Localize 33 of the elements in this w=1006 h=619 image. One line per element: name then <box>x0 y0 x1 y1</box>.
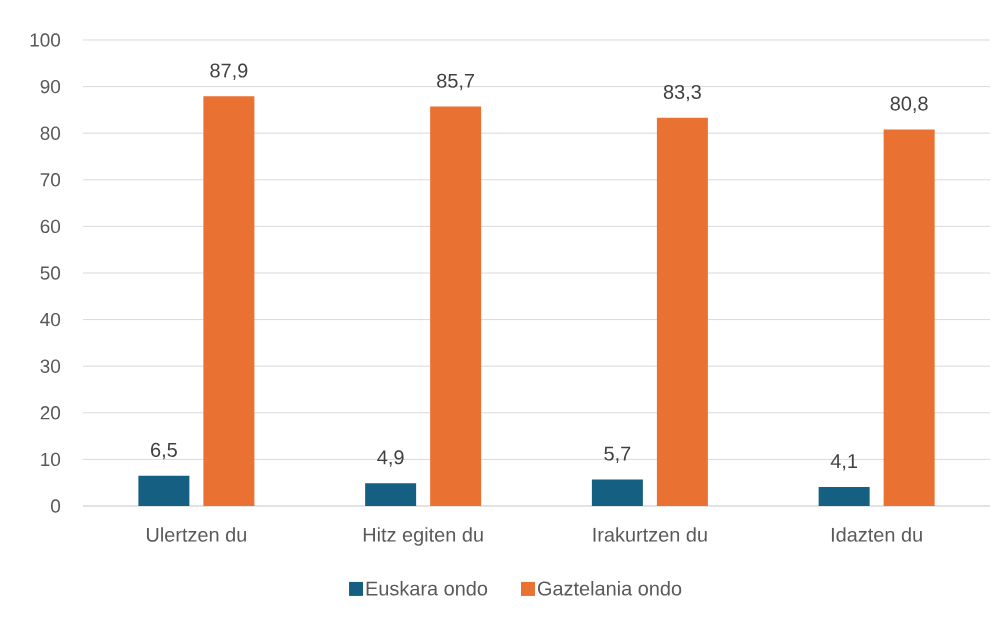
x-tick-label: Ulertzen du <box>146 527 246 542</box>
data-label: 5,7 <box>604 446 631 463</box>
data-label: 83,3 <box>663 84 701 102</box>
data-label: 85,7 <box>437 73 475 91</box>
data-label: 4,1 <box>830 454 858 471</box>
bar <box>883 129 935 506</box>
y-tick-label: 40 <box>40 312 61 327</box>
x-tick-label: Idazten du <box>831 527 922 542</box>
y-tick-label: 20 <box>40 406 61 420</box>
y-tick-label: 30 <box>40 359 61 373</box>
bar <box>138 475 190 506</box>
bar <box>430 106 482 506</box>
y-tick-label: 50 <box>40 266 61 280</box>
bar <box>365 483 417 506</box>
y-tick-label: 100 <box>30 33 61 47</box>
bar <box>591 479 643 506</box>
x-tick-label: Hitz egiten du <box>363 527 483 546</box>
data-label: 87,9 <box>210 63 248 80</box>
legend-label: Gaztelania ondo <box>537 580 682 596</box>
y-tick-label: 80 <box>40 126 61 140</box>
x-tick-label: Irakurtzen du <box>593 527 707 542</box>
data-label: 80,8 <box>890 96 928 113</box>
data-label: 4,9 <box>377 450 404 467</box>
y-tick-label: 10 <box>41 452 61 467</box>
bar <box>818 486 870 506</box>
y-tick-label: 60 <box>40 219 61 234</box>
bar <box>656 117 708 506</box>
y-tick-label: 70 <box>40 173 61 187</box>
y-tick-label: 90 <box>40 79 61 94</box>
bar <box>203 96 255 506</box>
data-label: 6,5 <box>151 442 177 460</box>
y-tick-label: 0 <box>51 499 61 513</box>
legend-label: Euskara ondo <box>366 580 488 596</box>
